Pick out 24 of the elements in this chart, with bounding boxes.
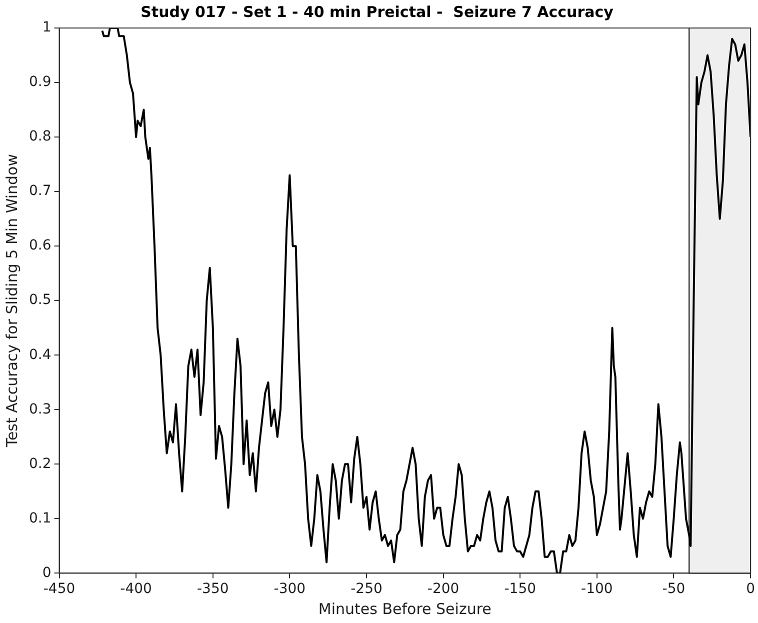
y-tick-label: 0.7 (29, 183, 52, 200)
y-tick-label: 0.3 (29, 401, 52, 418)
x-tick-label: -450 (43, 581, 76, 598)
y-tick-label: 0.5 (29, 292, 52, 308)
x-tick-label: -200 (427, 581, 460, 598)
y-tick-label: 0.9 (29, 74, 52, 90)
y-tick-label: 1 (42, 20, 52, 36)
x-tick-label: -300 (274, 581, 306, 598)
x-tick-label: -400 (120, 581, 152, 598)
y-tick-label: 0.6 (29, 238, 52, 254)
x-tick-label: -350 (196, 581, 229, 598)
x-tick-label: -50 (662, 581, 686, 598)
x-tick-label: 0 (746, 581, 756, 598)
y-tick-label: 0.4 (29, 346, 52, 363)
x-tick-label: -250 (350, 581, 382, 598)
chart-title: Study 017 - Set 1 - 40 min Preictal - Seizure 7 Accuracy (140, 2, 614, 21)
x-tick-label: -150 (504, 581, 536, 598)
y-tick-label: 0 (42, 564, 52, 581)
y-tick-label: 0.2 (29, 456, 52, 472)
x-tick-label: -100 (581, 581, 613, 598)
y-tick-label: 0.8 (29, 128, 52, 145)
y-tick-label: 0.1 (29, 510, 52, 526)
x-axis-title: Minutes Before Seizure (318, 600, 492, 618)
y-axis-title: Test Accuracy for Sliding 5 Min Window (2, 154, 21, 448)
